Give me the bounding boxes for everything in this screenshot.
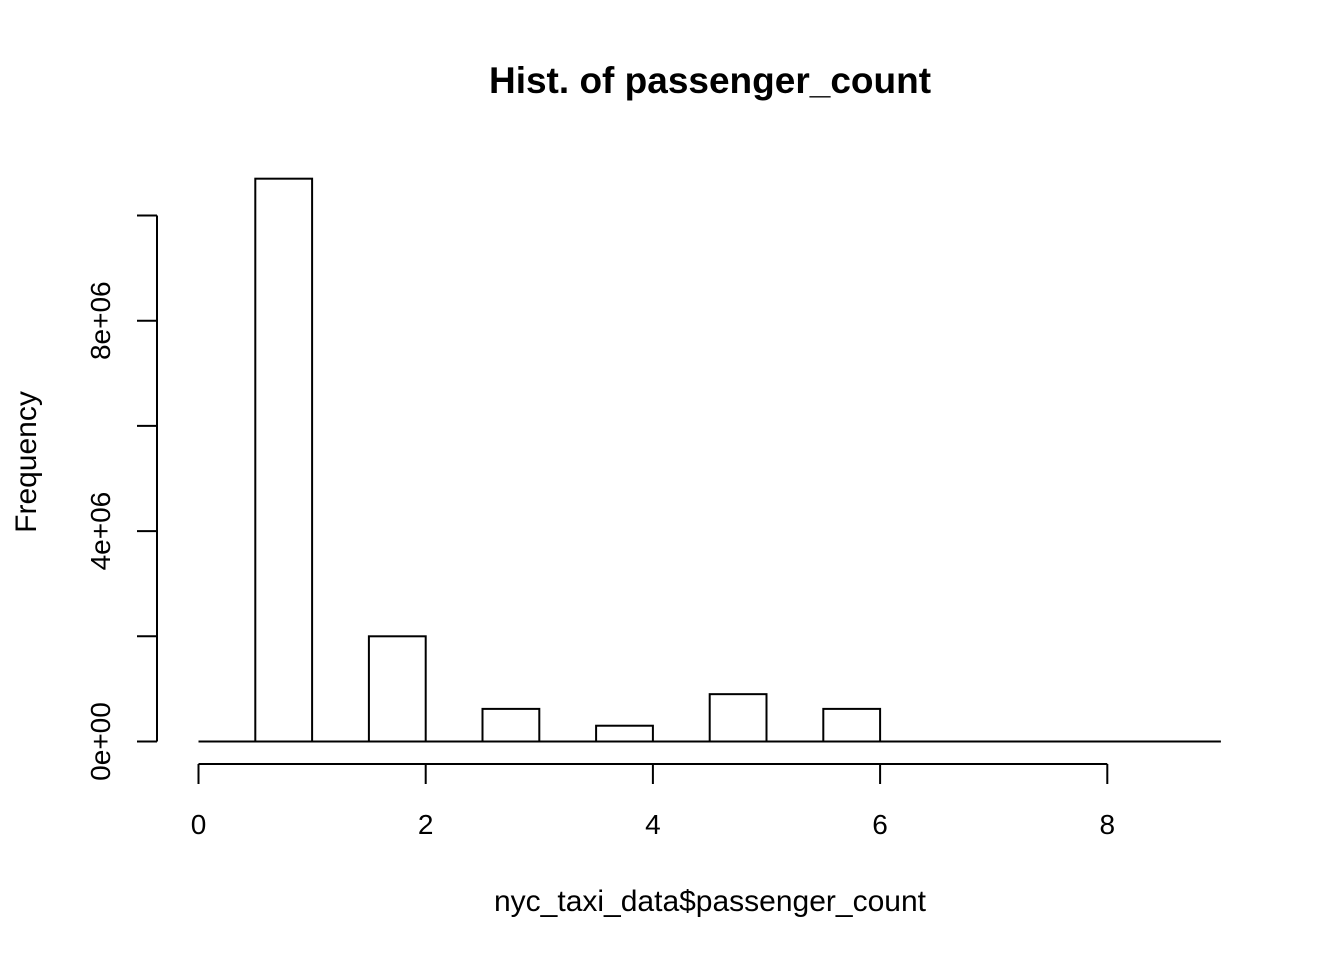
x-axis: 0 2 4 6 8 [191, 763, 1116, 840]
x-axis-label: nyc_taxi_data$passenger_count [494, 885, 927, 918]
y-axis: 0e+00 4e+06 8e+06 [85, 214, 158, 781]
histogram-bar [822, 707, 882, 743]
x-tick-label: 6 [872, 809, 888, 840]
histogram-bar [367, 635, 427, 743]
bars-group [254, 177, 882, 743]
x-tick-label: 8 [1100, 809, 1116, 840]
y-tick-label: 4e+06 [85, 492, 116, 571]
y-tick-label: 0e+00 [85, 702, 116, 781]
x-tick-label: 2 [418, 809, 434, 840]
histogram-bar [254, 177, 314, 743]
chart-title: Hist. of passenger_count [489, 60, 931, 101]
x-tick-label: 0 [191, 809, 207, 840]
histogram-bar [481, 707, 541, 743]
histogram-bar [595, 724, 654, 743]
y-axis-label: Frequency [10, 391, 43, 533]
x-tick-label: 4 [645, 809, 661, 840]
histogram-bar [708, 693, 768, 743]
y-tick-label: 8e+06 [85, 281, 116, 360]
